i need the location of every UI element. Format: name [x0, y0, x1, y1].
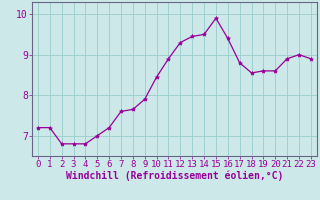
X-axis label: Windchill (Refroidissement éolien,°C): Windchill (Refroidissement éolien,°C) [66, 171, 283, 181]
